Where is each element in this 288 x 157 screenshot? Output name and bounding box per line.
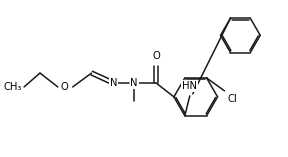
Text: HN: HN [182,81,197,91]
Text: N: N [110,78,117,88]
Text: N: N [130,78,138,88]
Text: O: O [61,82,69,92]
Text: O: O [152,51,160,61]
Text: CH₃: CH₃ [4,82,22,92]
Text: Cl: Cl [228,94,237,104]
